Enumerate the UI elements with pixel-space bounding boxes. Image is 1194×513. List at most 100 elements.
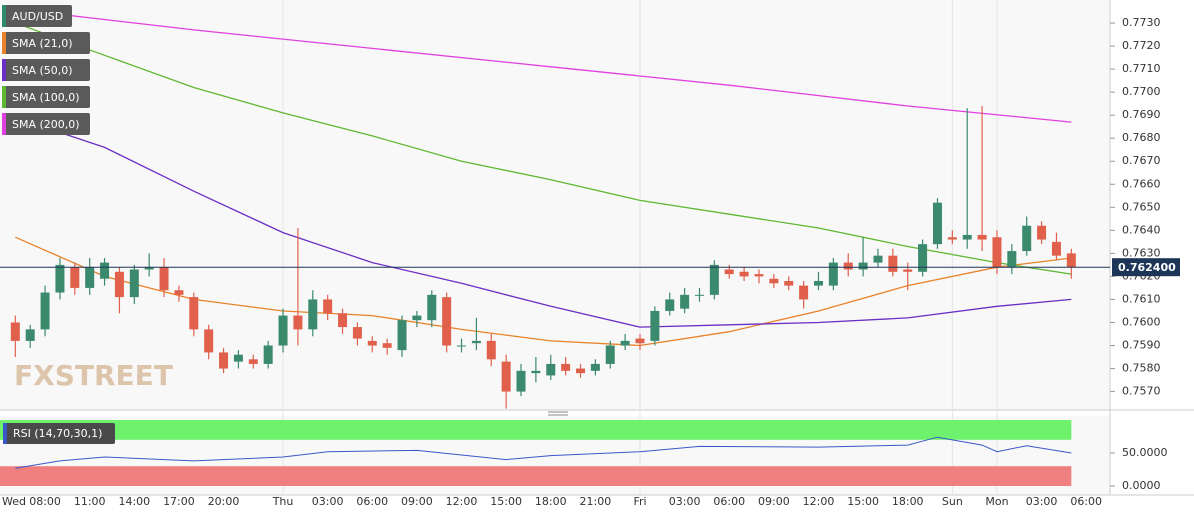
oversold-zone <box>0 466 1072 486</box>
legend-box <box>2 59 90 81</box>
y-tick-label: 0.7690 <box>1122 108 1161 121</box>
candle-body <box>739 271 749 277</box>
y-tick-label: 0.0000 <box>1122 479 1161 492</box>
rsi-legend-swatch <box>3 423 7 444</box>
candle-body <box>858 262 868 270</box>
y-tick-label: 0.7720 <box>1122 39 1161 52</box>
legend-swatch <box>2 59 6 81</box>
x-tick-label: 06:00 <box>1070 495 1102 508</box>
sma-line <box>15 22 1072 275</box>
candle-body <box>189 297 199 330</box>
candle-body <box>873 255 883 263</box>
candle-body <box>367 340 377 346</box>
x-tick-label: 03:00 <box>669 495 701 508</box>
candle-body <box>531 370 541 374</box>
candle-body <box>278 315 288 346</box>
rsi-line <box>15 436 1072 469</box>
x-tick-label: 06:00 <box>356 495 388 508</box>
candle-body <box>947 237 957 240</box>
y-tick-label: 0.7640 <box>1122 223 1161 236</box>
rsi-legend-box <box>3 423 115 444</box>
legend-box <box>2 5 72 27</box>
x-tick-label: 11:00 <box>74 495 106 508</box>
legend-label: AUD/USD <box>12 10 63 23</box>
legend-label: SMA (200,0) <box>12 118 80 131</box>
x-tick-label: 18:00 <box>892 495 924 508</box>
candle-body <box>382 343 392 348</box>
candle-body <box>159 267 169 291</box>
y-tick-label: 0.7590 <box>1122 339 1161 352</box>
legend-box <box>2 86 90 108</box>
rsi-legend-label: RSI (14,70,30,1) <box>13 427 102 440</box>
x-tick-label: Mon <box>985 495 1008 508</box>
candle-body <box>40 292 50 330</box>
candle-body <box>1007 251 1017 268</box>
candle-body <box>100 262 110 279</box>
candle-body <box>427 294 437 321</box>
candle-body <box>293 315 303 330</box>
x-tick-label: Thu <box>272 495 294 508</box>
candle-body <box>10 322 20 341</box>
candle-body <box>501 361 511 392</box>
candle-body <box>204 329 214 353</box>
candle-body <box>903 269 913 272</box>
candle-body <box>754 274 764 277</box>
candle-body <box>932 202 942 245</box>
overbought-zone <box>0 420 1072 440</box>
legend-label: SMA (21,0) <box>12 37 73 50</box>
candle-body <box>620 340 630 346</box>
y-tick-label: 0.7650 <box>1122 200 1161 213</box>
x-tick-label: Wed <box>2 495 26 508</box>
sma-line <box>15 116 1072 328</box>
candle-body <box>70 267 80 288</box>
y-tick-label: 0.7730 <box>1122 16 1161 29</box>
candle-body <box>918 244 928 272</box>
candle-body <box>55 264 65 293</box>
y-tick-label: 0.7630 <box>1122 246 1161 259</box>
candle-body <box>605 345 615 364</box>
x-tick-label: 03:00 <box>1026 495 1058 508</box>
candle-body <box>828 262 838 286</box>
legend-label: SMA (100,0) <box>12 91 80 104</box>
legend-box <box>2 113 90 135</box>
candle-body <box>724 269 734 275</box>
y-tick-label: 0.7710 <box>1122 62 1161 75</box>
x-tick-label: 14:00 <box>118 495 150 508</box>
candle-body <box>25 329 35 341</box>
candle-body <box>233 354 243 362</box>
candle-body <box>576 368 586 374</box>
candle-body <box>665 299 675 311</box>
x-tick-label: 17:00 <box>163 495 195 508</box>
candle-body <box>1037 225 1047 240</box>
x-tick-label: 12:00 <box>446 495 478 508</box>
candle-body <box>546 363 556 376</box>
legend-swatch <box>2 86 6 108</box>
candle-body <box>457 345 467 347</box>
x-tick-label: 09:00 <box>758 495 790 508</box>
legend-swatch <box>2 5 6 27</box>
candle-body <box>769 278 779 284</box>
candle-body <box>590 363 600 371</box>
candle-body <box>486 340 496 360</box>
candle-body <box>813 281 823 286</box>
candle-body <box>650 310 660 341</box>
x-tick-label: Sun <box>942 495 963 508</box>
watermark: FXSTREET <box>14 359 173 392</box>
candle-body <box>114 271 124 298</box>
x-tick-label: Fri <box>633 495 646 508</box>
candle-body <box>709 264 719 295</box>
candle-body <box>843 262 853 270</box>
y-tick-label: 0.7600 <box>1122 315 1161 328</box>
x-tick-label: 06:00 <box>713 495 745 508</box>
x-tick-label: 20:00 <box>208 495 240 508</box>
price-panel <box>0 0 1110 410</box>
y-tick-label: 0.7580 <box>1122 362 1161 375</box>
x-tick-label: 15:00 <box>490 495 522 508</box>
x-tick-label: 21:00 <box>580 495 612 508</box>
candle-body <box>977 234 987 240</box>
candle-body <box>442 297 452 346</box>
candle-body <box>248 359 258 364</box>
candle-body <box>338 313 348 328</box>
candle-body <box>471 340 481 344</box>
